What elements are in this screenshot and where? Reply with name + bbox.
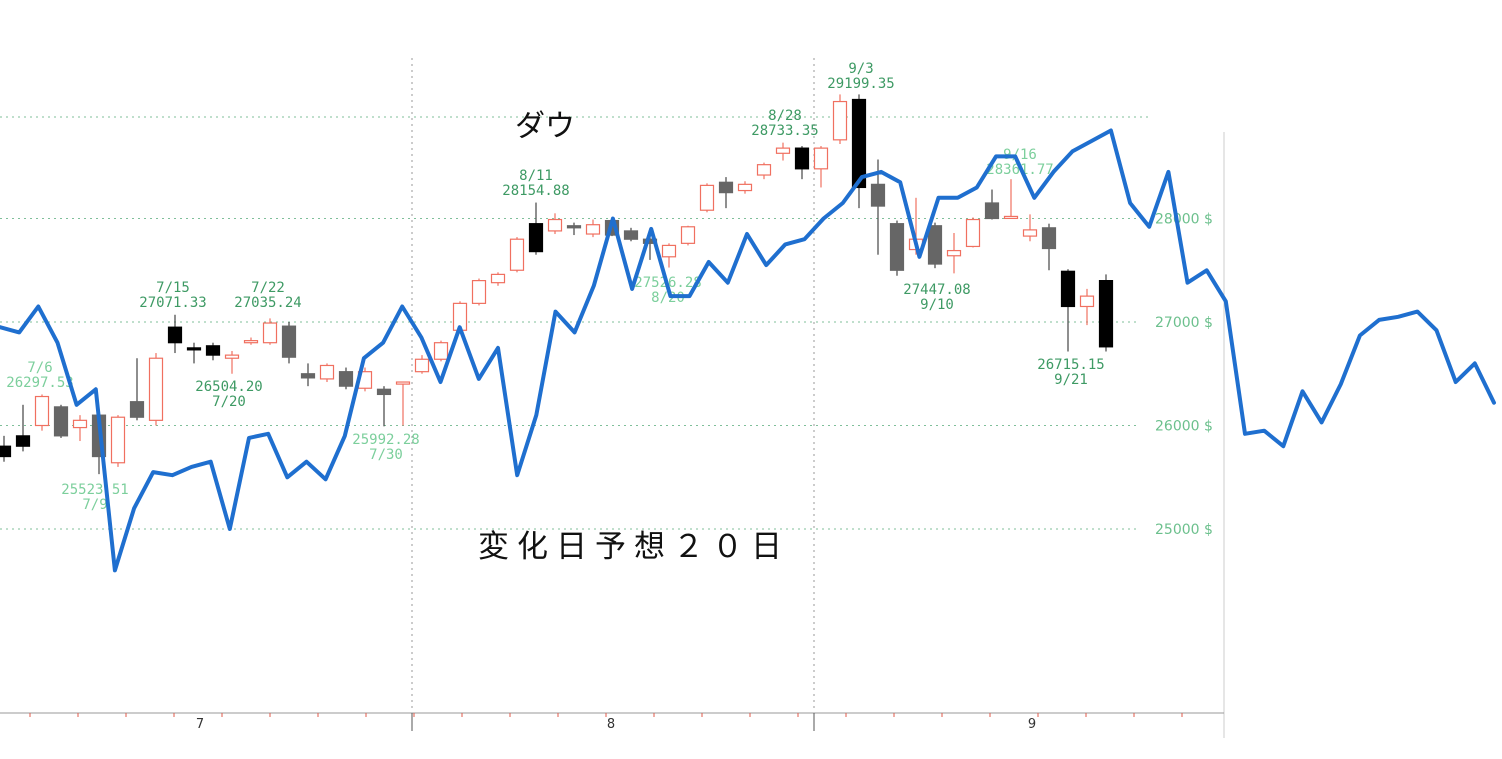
annotation-line2: 28733.35 (751, 123, 818, 139)
annotation-line2: 9/10 (920, 297, 954, 313)
annotation-line2: 9/21 (1054, 372, 1088, 388)
candle-body (984, 202, 1000, 220)
candle-body (794, 147, 810, 170)
annotation-line2: 7/9 (82, 497, 107, 513)
candle-body (34, 395, 50, 427)
candle-body (300, 373, 316, 379)
annotation-line1: 9/3 (848, 61, 873, 77)
candle-body (15, 435, 31, 447)
candle-body (1079, 295, 1095, 308)
candle-body (946, 249, 962, 257)
y-tick-label: 28000 $ (1155, 212, 1213, 228)
candle-body (1098, 280, 1114, 348)
candle-body (1022, 229, 1038, 237)
annotation-line2: 27035.24 (234, 295, 301, 311)
candle-body (927, 225, 943, 265)
candle-body (1060, 270, 1076, 308)
candle-body (414, 358, 430, 373)
chart-title: ダウ (515, 109, 575, 144)
candle-body (1003, 215, 1019, 220)
candle-body (623, 230, 639, 240)
candle-body (661, 244, 677, 258)
candle-body (395, 381, 411, 385)
candle-body (490, 273, 506, 284)
forecast-line (0, 128, 1496, 573)
candle-body (509, 238, 525, 271)
annotation-line2: 28154.88 (502, 183, 569, 199)
candle-body (53, 406, 69, 437)
candle-body (243, 340, 259, 344)
candle-layer (0, 94, 1114, 475)
candle-body (224, 354, 240, 359)
annotation-line1: 26504.20 (195, 379, 262, 395)
candle-body (889, 223, 905, 271)
candle-body (262, 322, 278, 344)
candle-body (433, 342, 449, 360)
candle-body (832, 100, 848, 141)
candle-body (737, 183, 753, 192)
candle-body (680, 226, 696, 244)
annotation-line1: 9/16 (1003, 147, 1037, 163)
x-tick-label: 8 (607, 717, 615, 732)
candle-body (376, 388, 392, 396)
x-tick-label: 9 (1028, 717, 1036, 732)
annotation-line1: 27447.08 (903, 282, 970, 298)
y-tick-label: 26000 $ (1155, 419, 1213, 435)
annotation-line2: 7/30 (369, 447, 403, 463)
candle-body (528, 223, 544, 253)
annotation-line2: 29199.35 (827, 76, 894, 92)
forecast-line-layer (0, 128, 1496, 573)
candle-body (813, 147, 829, 170)
annotation-line1: 26715.15 (1037, 357, 1104, 373)
annotation-line1: 7/6 (27, 360, 52, 376)
candle-body (281, 325, 297, 358)
y-tick-label: 27000 $ (1155, 315, 1213, 331)
candle-body (756, 164, 772, 176)
candle-body (186, 347, 202, 351)
annotation-line2: 26297.53 (6, 375, 73, 391)
candle-body (547, 218, 563, 232)
annotation-line1: 25523.51 (61, 482, 128, 498)
annotation-line2: 7/20 (212, 394, 246, 410)
candle-body (718, 181, 734, 194)
candle-body (338, 371, 354, 387)
candle-body (775, 147, 791, 154)
change-date-note: 変化日予想２０日 (478, 529, 790, 565)
candle-body (471, 280, 487, 304)
annotation-line1: 8/11 (519, 168, 553, 184)
candle-body (851, 98, 867, 189)
annotation-line1: 7/22 (251, 280, 285, 296)
axis-layer: 25000 $ 26000 $ 27000 $ 28000 $ 7 8 9 (0, 132, 1225, 738)
candle-body (319, 364, 335, 380)
candle-body (167, 326, 183, 344)
annotation-line1: 25992.28 (352, 432, 419, 448)
y-tick-label: 25000 $ (1155, 522, 1213, 538)
annotation-line2: 8/20 (651, 290, 685, 306)
candle-body (1041, 227, 1057, 250)
annotation-line1: 7/15 (156, 280, 190, 296)
candle-body (870, 183, 886, 207)
annotation-line1: 8/28 (768, 108, 802, 124)
candle-body (148, 357, 164, 421)
candle-body (110, 416, 126, 464)
grid-layer (0, 58, 1150, 710)
candle-body (566, 225, 582, 229)
candle-body (129, 401, 145, 418)
candle-body (699, 184, 715, 211)
candle-body (0, 445, 12, 458)
x-tick-label: 7 (196, 717, 204, 732)
annotation-line2: 27071.33 (139, 295, 206, 311)
candle-body (965, 218, 981, 248)
candle-body (205, 345, 221, 356)
candle-body (72, 419, 88, 429)
candle-body (585, 224, 601, 235)
